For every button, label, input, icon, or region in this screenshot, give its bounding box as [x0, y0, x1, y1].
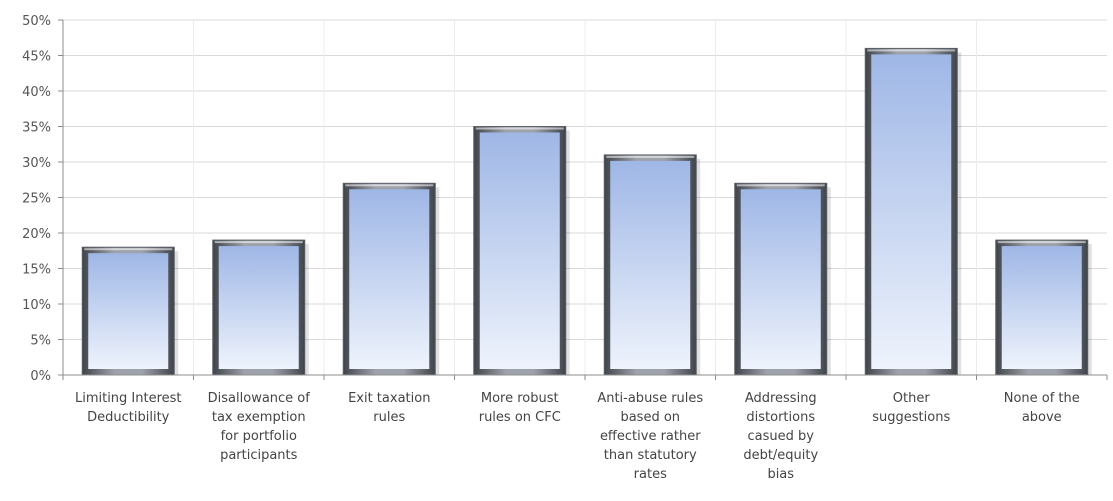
x-tick-label-line: effective rather: [600, 429, 701, 444]
bar: [342, 182, 440, 376]
bar-fill: [740, 189, 821, 369]
bar-highlight: [736, 184, 825, 187]
axes: [58, 19, 1108, 380]
x-tick-label-line: based on: [620, 410, 680, 425]
bar: [212, 239, 309, 376]
bar-fill: [479, 132, 560, 369]
bar: [603, 154, 701, 376]
bar-fill: [88, 253, 169, 369]
y-tick-label: 35%: [22, 121, 51, 136]
bar-highlight: [214, 241, 303, 244]
bar-highlight: [345, 184, 434, 187]
x-tick-label-line: Other: [893, 391, 931, 406]
y-axis-ticks: 0% 5% 10% 15% 20% 25% 30% 35% 40% 45% 50%: [22, 14, 51, 384]
y-tick-label: 10%: [22, 298, 51, 313]
bar-highlight: [997, 241, 1086, 244]
x-tick-label-line: rates: [634, 467, 667, 482]
x-axis-labels: Limiting Interest Deductibility Disallowan…: [75, 391, 1080, 482]
bar: [995, 239, 1092, 376]
x-tick-label: Disallowance of tax exemption for portfoli…: [208, 391, 311, 463]
bar-highlight: [475, 127, 564, 130]
x-tick-label: More robust rules on CFC: [479, 391, 561, 425]
x-tick-label: Anti-abuse rules based on effective rather…: [597, 391, 703, 482]
x-tick-label-line: None of the: [1004, 391, 1080, 406]
x-tick-label-line: tax exemption: [212, 410, 306, 425]
y-tick-label: 15%: [22, 263, 51, 278]
x-tick-label-line: debt/equity: [743, 448, 818, 463]
x-tick-label-line: More robust: [481, 391, 559, 406]
bar-highlight: [606, 155, 695, 158]
x-tick-label-line: Exit taxation: [348, 391, 430, 406]
bar-fill: [349, 189, 430, 369]
bar-fill: [218, 246, 299, 369]
bar: [81, 246, 179, 376]
x-tick-label-line: rules: [373, 410, 405, 425]
bar-highlight: [867, 49, 956, 52]
bar: [864, 47, 962, 376]
y-tick-label: 40%: [22, 85, 51, 100]
y-tick-label: 0%: [30, 369, 51, 384]
x-tick-label-line: bias: [767, 467, 794, 482]
x-tick-label-line: participants: [220, 448, 298, 463]
x-tick-label-line: Disallowance of: [208, 391, 311, 406]
bar-fill: [610, 160, 691, 369]
x-tick-label-line: than statutory: [604, 448, 697, 463]
x-tick-label-line: Limiting Interest: [75, 391, 182, 406]
y-tick-label: 50%: [22, 14, 51, 29]
y-tick-label: 5%: [30, 334, 51, 349]
x-tick-label: Limiting Interest Deductibility: [75, 391, 182, 425]
x-tick-label-line: for portfolio: [221, 429, 297, 444]
y-tick-label: 30%: [22, 156, 51, 171]
x-tick-label-line: distortions: [746, 410, 815, 425]
x-tick-label-line: Addressing: [745, 391, 817, 406]
x-tick-label: Other suggestions: [872, 391, 950, 425]
x-tick-label: Exit taxation rules: [348, 391, 430, 425]
bar-highlight: [84, 248, 173, 251]
bar-fill: [1001, 246, 1082, 369]
bar: [473, 126, 570, 376]
x-tick-label-line: above: [1022, 410, 1062, 425]
x-tick-label-line: Deductibility: [87, 410, 170, 425]
bar-fill: [871, 54, 952, 370]
y-tick-label: 25%: [22, 192, 51, 207]
x-tick-label-line: casued by: [748, 429, 815, 444]
bar: [734, 182, 831, 376]
x-tick-label-line: rules on CFC: [479, 410, 561, 425]
x-tick-label: None of the above: [1004, 391, 1080, 425]
y-tick-label: 20%: [22, 227, 51, 242]
x-tick-label-line: Anti-abuse rules: [597, 391, 703, 406]
x-tick-label-line: suggestions: [872, 410, 950, 425]
bars: [81, 47, 1092, 376]
x-tick-label: Addressing distortions casued by debt/equit…: [743, 391, 818, 482]
y-tick-label: 45%: [22, 50, 51, 65]
